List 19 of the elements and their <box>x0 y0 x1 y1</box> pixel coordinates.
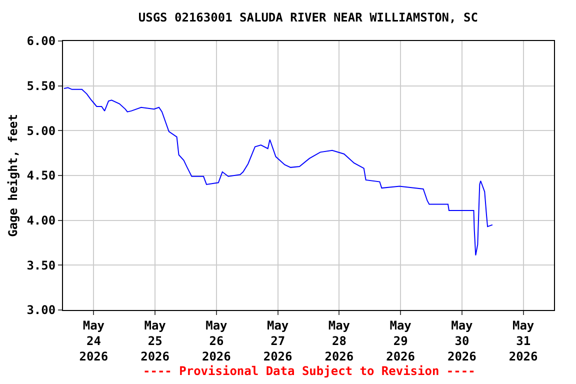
x-tick-label: May 28 2026 <box>324 318 354 364</box>
y-tick-label: 3.50 <box>26 258 56 272</box>
x-tick-label: May 24 2026 <box>79 318 108 364</box>
line-series <box>64 87 493 256</box>
chart-title: USGS 02163001 SALUDA RIVER NEAR WILLIAMSTON, SC <box>138 10 478 24</box>
x-tick-label: May 31 2026 <box>508 318 538 364</box>
x-tick-label: May 30 2026 <box>447 318 476 364</box>
y-tick-label: 3.00 <box>26 303 56 318</box>
y-tick-label: 5.00 <box>26 124 56 138</box>
y-tick-label: 4.00 <box>26 214 56 228</box>
x-tick-label: May 26 2026 <box>202 318 231 364</box>
y-tick-label: 5.50 <box>26 79 56 94</box>
x-tick-label: May 27 2026 <box>263 318 292 364</box>
x-tick-label: May 29 2026 <box>386 318 416 364</box>
x-tick-label: May 25 2026 <box>140 318 170 364</box>
y-tick-label: 4.50 <box>26 168 56 183</box>
text: ---- Provisional Data Subject to Revision ---- <box>143 364 476 378</box>
y-tick-label: 6.00 <box>26 34 56 48</box>
y-axis-title: Gage height, feet <box>6 114 20 237</box>
